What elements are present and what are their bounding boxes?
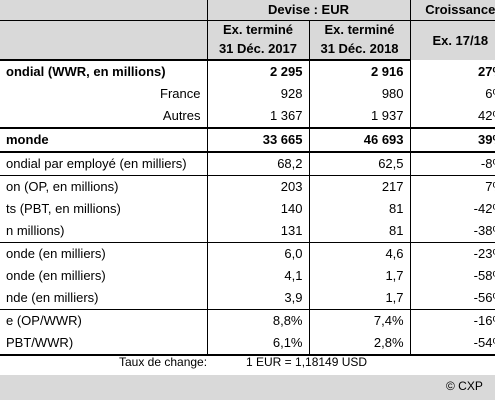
- row-label: Autres: [162, 108, 201, 123]
- value-2017: 928: [206, 83, 309, 105]
- exchange-rate-label: Taux de change:: [119, 355, 208, 369]
- header-currency: Devise : EUR: [206, 0, 411, 21]
- value-2018: 46 693: [308, 127, 411, 152]
- value-growth: 6%: [409, 83, 495, 105]
- value-growth: -42%: [409, 198, 495, 220]
- row-label: monde: [0, 127, 207, 152]
- value-2017: 33 665: [206, 127, 309, 152]
- header-empty-cell: [0, 20, 207, 39]
- value-2017: 203: [206, 175, 309, 198]
- value-2018: 217: [308, 175, 411, 198]
- value-growth: -56%: [409, 287, 495, 310]
- value-2017: 3,9: [206, 287, 309, 310]
- table-row: ts (PBT, en millions) 140 81 -42%: [0, 198, 495, 220]
- footer-bar: [0, 375, 495, 400]
- value-growth: 39%: [409, 127, 495, 152]
- value-2018: 81: [308, 198, 411, 220]
- row-label: onde (en milliers): [6, 268, 106, 283]
- value-2017: 6,1%: [206, 332, 309, 355]
- table-row: on (OP, en millions) 203 217 7%: [0, 175, 495, 198]
- table-row: n millions) 131 81 -38%: [0, 220, 495, 243]
- value-2017: 2 295: [206, 60, 309, 83]
- header-empty-cell: [0, 0, 207, 21]
- value-2017: 68,2: [206, 151, 309, 176]
- value-2017: 1 367: [206, 105, 309, 128]
- value-growth: -54%: [409, 332, 495, 355]
- header-col-2017-line2: 31 Déc. 2017: [206, 39, 309, 61]
- value-growth: -23%: [409, 242, 495, 265]
- value-2017: 140: [206, 198, 309, 220]
- header-col-2017-line1: Ex. terminé: [206, 20, 309, 39]
- table-row: ondial par employé (en milliers) 68,2 62…: [0, 151, 495, 176]
- copyright-notice: © CXP: [446, 379, 483, 393]
- table-row: onde (en milliers) 6,0 4,6 -23%: [0, 242, 495, 265]
- value-growth: 7%: [409, 175, 495, 198]
- value-2017: 131: [206, 220, 309, 243]
- value-growth: 27%: [409, 60, 495, 83]
- table-row: monde 33 665 46 693 39%: [0, 127, 495, 152]
- header-row-period: Ex. terminé Ex. terminé Ex. 17/18: [0, 20, 495, 60]
- value-2018: 7,4%: [308, 309, 411, 332]
- value-growth: -58%: [409, 265, 495, 287]
- table-row: nde (en milliers) 3,9 1,7 -56%: [0, 287, 495, 310]
- row-label: ondial (WWR, en millions): [6, 64, 166, 79]
- row-label: ondial par employé (en milliers): [0, 151, 207, 176]
- value-growth: -8%: [409, 151, 495, 176]
- value-2017: 4,1: [206, 265, 309, 287]
- financial-table: Devise : EUR Croissance Ex. terminé Ex. …: [0, 0, 495, 355]
- header-col-growth: Ex. 17/18: [409, 20, 495, 60]
- value-growth: -16%: [409, 309, 495, 332]
- table-row: Autres 1 367 1 937 42%: [0, 105, 495, 128]
- value-2018: 62,5: [308, 151, 411, 176]
- value-growth: -38%: [409, 220, 495, 243]
- row-label: nde (en milliers): [6, 290, 99, 305]
- table-row: e (OP/WWR) 8,8% 7,4% -16%: [0, 309, 495, 332]
- table-row: France 928 980 6%: [0, 83, 495, 105]
- value-2017: 8,8%: [206, 309, 309, 332]
- header-col-2018-line1: Ex. terminé: [308, 20, 411, 39]
- table-row: ondial (WWR, en millions) 2 295 2 916 27…: [0, 60, 495, 83]
- value-2018: 4,6: [308, 242, 411, 265]
- row-label: PBT/WWR): [6, 335, 74, 350]
- value-2018: 81: [308, 220, 411, 243]
- header-row-currency: Devise : EUR Croissance: [0, 0, 495, 21]
- row-label: France: [160, 86, 201, 101]
- value-growth: 42%: [409, 105, 495, 128]
- value-2018: 1,7: [308, 265, 411, 287]
- exchange-rate-value: 1 EUR = 1,18149 USD: [246, 355, 368, 369]
- value-2018: 2,8%: [308, 332, 411, 355]
- value-2018: 2 916: [308, 60, 411, 83]
- row-label: onde (en milliers): [0, 242, 207, 265]
- row-label: n millions): [6, 223, 65, 238]
- row-label: on (OP, en millions): [0, 175, 207, 198]
- value-2018: 1,7: [308, 287, 411, 310]
- table-row: onde (en milliers) 4,1 1,7 -58%: [0, 265, 495, 287]
- row-label: e (OP/WWR): [0, 309, 207, 332]
- table-row: PBT/WWR) 6,1% 2,8% -54%: [0, 332, 495, 355]
- header-empty-cell: [0, 39, 207, 61]
- header-row-date: 31 Déc. 2017 31 Déc. 2018: [0, 39, 495, 61]
- row-label: ts (PBT, en millions): [6, 201, 121, 216]
- value-2018: 980: [308, 83, 411, 105]
- header-col-2018-line2: 31 Déc. 2018: [308, 39, 411, 61]
- value-2017: 6,0: [206, 242, 309, 265]
- value-2018: 1 937: [308, 105, 411, 128]
- header-growth: Croissance: [409, 0, 495, 21]
